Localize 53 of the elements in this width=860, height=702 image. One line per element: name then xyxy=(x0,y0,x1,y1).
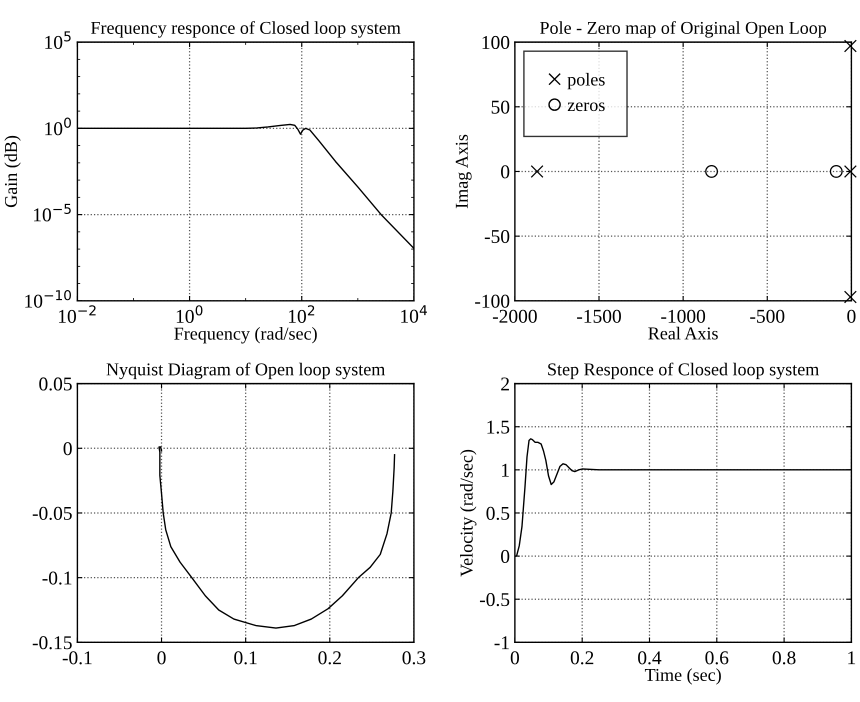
y-tick-label: -0.15 xyxy=(32,636,72,650)
x-tick-label: 0.3 xyxy=(402,651,426,664)
y-tick-label: -0.1 xyxy=(42,571,72,585)
legend-label: poles xyxy=(568,72,605,90)
y-tick-label: 0 xyxy=(64,442,72,456)
y-tick-label: 0 xyxy=(501,550,510,564)
y-tick-label: 1 xyxy=(502,464,509,477)
x-tick-label: 1 xyxy=(848,651,856,664)
x-tick-label: 0.2 xyxy=(570,651,594,664)
y-tick-label: 0 xyxy=(501,165,510,178)
x-tick-label: 0.4 xyxy=(638,651,662,664)
x-axis-title: Time (sec) xyxy=(644,668,721,685)
y-axis-title: Gain (dB) xyxy=(4,136,21,208)
x-tick-label: 10$^{4}$ xyxy=(401,305,427,323)
x-tick-label: 10$^{2}$ xyxy=(288,305,314,323)
x-tick-label: 0.8 xyxy=(772,651,796,664)
x-tick-label: -500 xyxy=(750,310,784,323)
legend-label: zeros xyxy=(568,102,605,112)
y-tick-label: 10$^{−10}$ xyxy=(25,290,71,308)
x-tick-label: -1500 xyxy=(577,310,621,323)
y-tick-label: 0.5 xyxy=(486,506,510,520)
y-tick-label: -0.05 xyxy=(32,506,72,520)
y-axis-title: Imag Axis xyxy=(456,134,472,208)
x-tick-label: -1000 xyxy=(661,310,706,323)
y-tick-label: -50 xyxy=(484,230,510,244)
chart-title: Nyquist Diagram of Open loop system xyxy=(106,362,386,380)
y-tick-label: -0.5 xyxy=(480,593,510,606)
y-tick-label: -1 xyxy=(494,636,509,650)
y-tick-label: 0.05 xyxy=(39,377,72,391)
x-axis-title: Frequency (rad/sec) xyxy=(174,327,317,344)
x-tick-label: -0.1 xyxy=(62,651,92,664)
x-tick-label: 0.2 xyxy=(318,651,341,664)
x-axis-title: Real Axis xyxy=(648,326,718,340)
x-tick-label: 0.6 xyxy=(705,651,728,664)
y-tick-label: 10$^{5}$ xyxy=(45,31,71,49)
x-tick-label: 0 xyxy=(157,651,166,664)
x-tick-label: 0.1 xyxy=(234,651,257,664)
y-tick-label: 10$^{−5}$ xyxy=(34,204,71,222)
x-tick-label: 0 xyxy=(847,310,856,323)
y-tick-label: 10$^{0}$ xyxy=(45,118,71,136)
y-tick-label: 1.5 xyxy=(487,420,510,434)
chart-title: Frequency responce of Closed loop system xyxy=(90,21,401,38)
y-tick-label: 100 xyxy=(482,36,510,50)
chart-title: Pole - Zero map of Original Open Loop xyxy=(540,21,826,38)
x-tick-label: 10$^{−2}$ xyxy=(58,305,96,323)
y-tick-label: 2 xyxy=(501,377,509,390)
x-tick-label: 10$^{0}$ xyxy=(176,305,202,323)
x-tick-label: -2000 xyxy=(492,310,537,323)
y-axis-title: Velocity (rad/sec) xyxy=(460,450,476,577)
chart-title: Step Responce of Closed loop system xyxy=(548,362,820,380)
y-tick-label: 50 xyxy=(492,100,510,114)
y-tick-label: -100 xyxy=(475,294,510,308)
x-tick-label: 0 xyxy=(510,651,519,664)
